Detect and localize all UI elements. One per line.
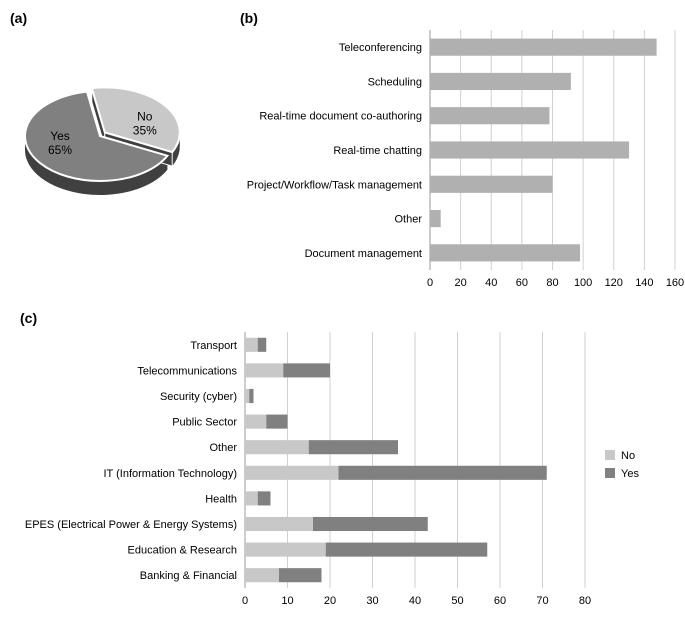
svg-text:50: 50 [451,595,463,607]
svg-text:Project/Workflow/Task manageme: Project/Workflow/Task management [247,179,422,191]
svg-text:Security (cyber): Security (cyber) [160,391,237,403]
svg-text:0: 0 [242,595,248,607]
panel-c-label: (c) [20,310,37,326]
panel-b: (b) 0 20 40 60 80 100 120 140 160 Teleconferencin… [210,10,685,310]
svg-text:Banking & Financial: Banking & Financial [140,570,237,582]
svg-text:Teleconferencing: Teleconferencing [339,42,422,54]
svg-text:65%: 65% [48,143,72,157]
svg-text:Education & Research: Education & Research [128,545,237,557]
svg-text:120: 120 [605,277,623,289]
svg-text:Scheduling: Scheduling [368,76,422,88]
svg-text:80: 80 [546,277,558,289]
svg-text:20: 20 [324,595,336,607]
svg-text:Transport: Transport [190,340,237,352]
svg-text:40: 40 [485,277,497,289]
svg-text:Other: Other [394,214,422,226]
svg-text:20: 20 [455,277,467,289]
svg-text:Yes: Yes [50,129,70,143]
svg-text:0: 0 [427,277,433,289]
svg-text:EPES (Electrical Power & Energ: EPES (Electrical Power & Energy Systems) [25,519,237,531]
svg-text:Health: Health [205,493,237,505]
svg-text:70: 70 [536,595,548,607]
svg-text:No: No [621,450,635,462]
panel-a: (a) No35% Yes65% [10,10,210,310]
svg-text:35%: 35% [133,123,157,137]
svg-text:100: 100 [574,277,592,289]
svg-text:40: 40 [409,595,421,607]
panel-a-label: (a) [10,10,210,26]
svg-text:Public Sector: Public Sector [172,417,237,429]
svg-text:10: 10 [281,595,293,607]
svg-text:Real-time document co-authorin: Real-time document co-authoring [259,111,422,123]
svg-text:60: 60 [494,595,506,607]
pie-chart: No35% Yes65% [10,26,210,286]
svg-text:60: 60 [516,277,528,289]
svg-text:No: No [137,109,153,123]
bar-chart-c: 0 10 20 30 40 50 60 70 80 Transport Telecommunicat… [10,310,675,610]
svg-text:30: 30 [366,595,378,607]
svg-text:IT (Information Technology): IT (Information Technology) [104,468,238,480]
panel-c: (c) 0 10 20 30 40 50 60 70 80 Transport Telecommun… [10,310,675,610]
svg-text:Document management: Document management [305,248,422,260]
svg-text:Yes: Yes [621,468,639,480]
svg-text:80: 80 [579,595,591,607]
svg-text:Real-time chatting: Real-time chatting [333,145,422,157]
svg-text:140: 140 [635,277,653,289]
svg-text:160: 160 [666,277,684,289]
svg-text:Telecommunications: Telecommunications [137,365,237,377]
panel-b-label: (b) [240,10,258,26]
bar-chart-b: 0 20 40 60 80 100 120 140 160 Teleconferencing Sch… [210,10,685,310]
svg-text:Other: Other [209,442,237,454]
